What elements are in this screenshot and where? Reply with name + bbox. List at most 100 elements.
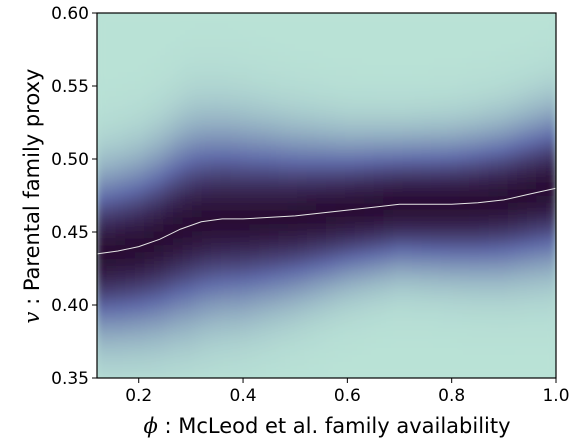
heatmap-cell xyxy=(383,89,394,98)
heatmap-cell xyxy=(440,300,452,309)
heatmap-cell xyxy=(345,209,356,218)
heatmap-cell xyxy=(144,321,155,330)
heatmap-cell xyxy=(259,202,270,211)
heatmap-cell xyxy=(106,159,117,168)
heatmap-cell xyxy=(354,244,366,253)
heatmap-cell xyxy=(97,103,108,112)
heatmap-cell xyxy=(201,40,213,49)
heatmap-cell xyxy=(134,54,146,63)
heatmap-cell xyxy=(230,82,241,91)
heatmap-cell xyxy=(125,40,136,49)
heatmap-cell xyxy=(459,223,471,232)
heatmap-cell xyxy=(134,328,146,337)
heatmap-cell xyxy=(364,117,375,126)
heatmap-cell xyxy=(335,61,347,70)
heatmap-cell xyxy=(115,173,127,182)
heatmap-cell xyxy=(115,54,127,63)
heatmap-cell xyxy=(134,307,146,316)
heatmap-cell xyxy=(392,265,404,274)
heatmap-cell xyxy=(316,237,327,246)
heatmap-cell xyxy=(278,244,289,253)
heatmap-cell xyxy=(536,89,547,98)
heatmap-cell xyxy=(402,363,414,372)
heatmap-cell xyxy=(469,293,480,302)
heatmap-cell xyxy=(392,230,404,239)
heatmap-cell xyxy=(134,293,146,302)
heatmap-cell xyxy=(402,96,414,105)
heatmap-cell xyxy=(421,152,433,161)
heatmap-cell xyxy=(450,75,461,84)
heatmap-cell xyxy=(287,279,299,288)
heatmap-cell xyxy=(479,202,490,211)
heatmap-cell xyxy=(97,335,108,344)
heatmap-cell xyxy=(498,103,509,112)
heatmap-cell xyxy=(201,216,213,225)
heatmap-cell xyxy=(201,180,213,189)
heatmap-cell xyxy=(373,244,385,253)
heatmap-cell xyxy=(421,159,433,168)
heatmap-cell xyxy=(211,202,222,211)
heatmap-cell xyxy=(412,75,423,84)
heatmap-cell xyxy=(335,293,347,302)
heatmap-cell xyxy=(412,61,423,70)
heatmap-cell xyxy=(526,370,538,378)
heatmap-cell xyxy=(201,307,213,316)
heatmap-cell xyxy=(239,321,251,330)
heatmap-cell xyxy=(373,349,385,358)
heatmap-cell xyxy=(488,96,500,105)
x-tick-label: 1.0 xyxy=(542,386,569,406)
heatmap-cell xyxy=(125,159,136,168)
heatmap-cell xyxy=(354,216,366,225)
heatmap-cell xyxy=(373,82,385,91)
heatmap-cell xyxy=(507,110,519,119)
heatmap-cell xyxy=(106,75,117,84)
heatmap-cell xyxy=(144,187,155,196)
heatmap-cell xyxy=(440,279,452,288)
heatmap-cell xyxy=(182,356,194,365)
heatmap-cell xyxy=(517,145,528,154)
heatmap-cell xyxy=(392,209,404,218)
heatmap-cell xyxy=(297,300,308,309)
heatmap-cell xyxy=(249,272,261,281)
heatmap-cell xyxy=(297,209,308,218)
heatmap-cell xyxy=(335,342,347,351)
heatmap-cell xyxy=(278,258,289,267)
heatmap-cell xyxy=(125,265,136,274)
heatmap-cell xyxy=(297,47,308,56)
heatmap-cell xyxy=(268,33,280,42)
heatmap-cell xyxy=(488,166,500,175)
heatmap-cell xyxy=(211,110,222,119)
heatmap-cell xyxy=(287,230,299,239)
heatmap-cell xyxy=(134,187,146,196)
heatmap-cell xyxy=(479,195,490,204)
heatmap-cell xyxy=(364,180,375,189)
heatmap-cell xyxy=(278,138,289,147)
heatmap-cell xyxy=(412,314,423,323)
heatmap-cell xyxy=(106,209,117,218)
heatmap-cell xyxy=(220,279,232,288)
heatmap-cell xyxy=(182,33,194,42)
heatmap-cell xyxy=(230,209,241,218)
heatmap-cell xyxy=(211,279,222,288)
heatmap-cell xyxy=(450,26,461,35)
heatmap-cell xyxy=(392,110,404,119)
heatmap-cell xyxy=(306,356,318,365)
heatmap-cell xyxy=(488,349,500,358)
heatmap-cell xyxy=(125,286,136,295)
heatmap-cell xyxy=(373,230,385,239)
heatmap-cell xyxy=(153,251,165,260)
heatmap-cell xyxy=(173,124,184,133)
heatmap-cell xyxy=(106,13,117,21)
heatmap-cell xyxy=(545,321,556,330)
heatmap-cell xyxy=(526,223,538,232)
heatmap-cell xyxy=(144,75,155,84)
heatmap-cell xyxy=(326,258,337,267)
heatmap-cell xyxy=(316,293,327,302)
heatmap-cell xyxy=(201,286,213,295)
heatmap-cell xyxy=(364,230,375,239)
heatmap-cell xyxy=(201,230,213,239)
heatmap-cell xyxy=(498,286,509,295)
heatmap-cell xyxy=(345,159,356,168)
heatmap-cell xyxy=(326,314,337,323)
heatmap-cell xyxy=(230,370,241,378)
